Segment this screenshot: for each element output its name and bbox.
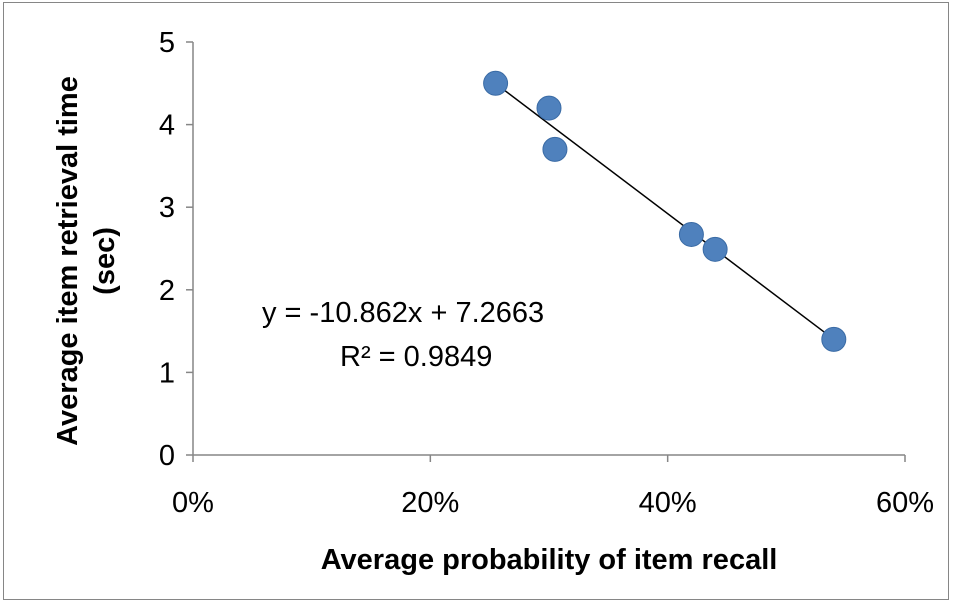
trendline [495, 82, 835, 340]
trendline-r-squared: R² = 0.9849 [340, 341, 492, 373]
y-tick-label: 0 [159, 440, 175, 472]
x-tick-label: 60% [876, 487, 934, 519]
y-axis-title-line-2: (sec) [89, 227, 121, 295]
y-tick-label: 1 [159, 357, 175, 389]
chart-frame: 0 1 2 3 4 5 0% 20% 40% 60% y = -10.862x + 7.2663 … [3, 2, 949, 600]
data-point [702, 236, 728, 262]
tick-labels: 0 1 2 3 4 5 0% 20% 40% 60% [159, 27, 934, 519]
x-tick-label: 40% [639, 487, 697, 519]
y-tick-label: 4 [159, 110, 175, 142]
y-tick-label: 3 [159, 192, 175, 224]
y-tick-label: 5 [159, 27, 175, 59]
data-points [483, 70, 847, 352]
data-point [542, 136, 568, 162]
data-point [678, 221, 704, 247]
y-axis-title-line-1: Average item retrieval time [52, 76, 84, 446]
axes [186, 41, 906, 462]
data-point [821, 326, 847, 352]
x-tick-label: 0% [172, 487, 214, 519]
x-axis-title: Average probability of item recall [321, 544, 778, 576]
data-point [536, 95, 562, 121]
trendline-equation: y = -10.862x + 7.2663 [262, 297, 544, 329]
y-tick-label: 2 [159, 275, 175, 307]
data-point [483, 70, 509, 96]
x-tick-label: 20% [401, 487, 459, 519]
